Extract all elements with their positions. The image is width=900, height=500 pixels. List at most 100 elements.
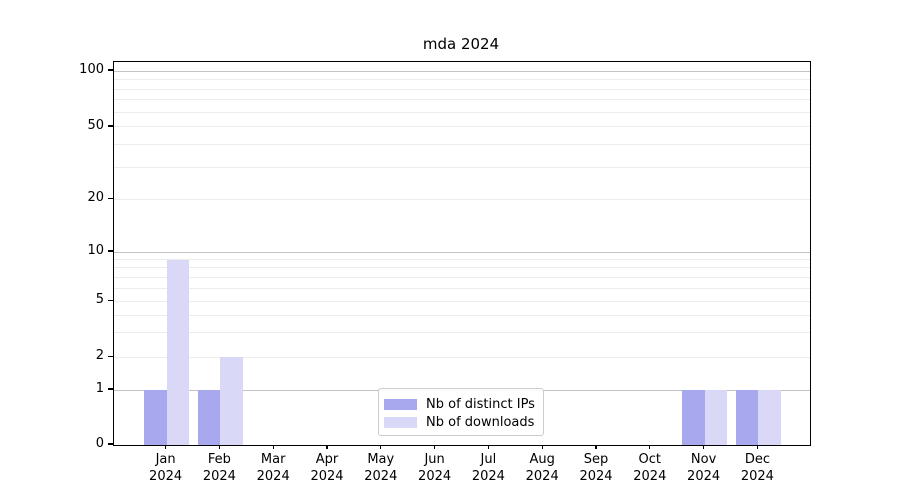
x-tick — [756, 445, 758, 449]
y-tick — [108, 299, 113, 302]
x-tick-year: 2024 — [579, 469, 613, 484]
bar-downloads-jan — [166, 259, 190, 445]
x-tick-month: Jul — [480, 452, 497, 467]
x-tick-label: May 2024 — [351, 451, 411, 485]
x-tick-month: Jun — [424, 452, 445, 467]
minor-gridline — [114, 259, 810, 261]
x-tick-month: Feb — [207, 452, 231, 467]
minor-gridline — [114, 332, 810, 334]
x-tick — [326, 445, 328, 449]
y-tick — [108, 197, 113, 200]
x-tick-label: Dec 2024 — [727, 451, 787, 485]
legend: Nb of distinct IPs Nb of downloads — [378, 388, 544, 436]
minor-gridline — [114, 144, 810, 146]
bar-downloads-feb — [220, 357, 243, 445]
x-tick — [595, 445, 597, 449]
x-tick-month: Apr — [315, 452, 339, 467]
x-tick — [272, 445, 274, 449]
legend-item-downloads: Nb of downloads — [384, 413, 535, 431]
bar-downloads-dec — [758, 390, 781, 445]
x-tick-year: 2024 — [525, 469, 559, 484]
y-tick — [108, 443, 113, 445]
y-tick — [108, 250, 113, 252]
x-tick-label: Apr 2024 — [297, 451, 357, 485]
x-tick-year: 2024 — [310, 469, 344, 484]
x-tick-label: Sep 2024 — [566, 451, 626, 485]
x-tick — [541, 445, 543, 449]
y-tick-label: 50 — [87, 117, 104, 133]
y-tick-label: 20 — [87, 190, 104, 206]
plot-area — [113, 61, 811, 446]
x-tick-year: 2024 — [687, 469, 721, 484]
x-tick-month: Sep — [583, 452, 609, 467]
bar-distinct-ips-nov — [682, 390, 705, 445]
x-tick-month: Jan — [155, 452, 176, 467]
y-tick — [108, 355, 113, 358]
minor-gridline — [114, 126, 810, 128]
minor-gridline — [114, 356, 810, 358]
x-tick-label: Oct 2024 — [620, 451, 680, 485]
x-tick — [703, 445, 705, 449]
x-tick-year: 2024 — [202, 469, 236, 484]
x-tick-year: 2024 — [418, 469, 452, 484]
x-tick-year: 2024 — [364, 469, 398, 484]
chart-title: mda 2024 — [422, 35, 500, 53]
x-tick-month: Mar — [260, 452, 286, 467]
minor-gridline — [114, 300, 810, 302]
major-gridline — [114, 70, 810, 72]
y-tick — [108, 69, 113, 71]
minor-gridline — [114, 276, 810, 278]
legend-item-distinct-ips: Nb of distinct IPs — [384, 395, 535, 413]
y-tick-label: 5 — [95, 292, 104, 308]
y-tick — [108, 388, 113, 390]
x-tick-label: Jul 2024 — [458, 451, 518, 485]
bar-distinct-ips-jan — [144, 390, 167, 445]
bar-distinct-ips-dec — [735, 390, 759, 445]
x-tick-label: Nov 2024 — [674, 451, 734, 485]
x-tick-label: Feb 2024 — [189, 451, 249, 485]
x-tick-label: Jun 2024 — [405, 451, 465, 485]
x-tick-month: Aug — [529, 452, 555, 467]
x-tick — [434, 445, 436, 449]
x-tick-year: 2024 — [471, 469, 505, 484]
x-tick-month: May — [367, 452, 395, 467]
minor-gridline — [114, 198, 810, 200]
x-tick — [165, 445, 167, 449]
major-gridline — [114, 251, 810, 253]
y-tick-label: 1 — [95, 381, 104, 396]
legend-swatch-downloads — [384, 416, 417, 428]
minor-gridline — [114, 88, 810, 90]
x-tick — [380, 445, 382, 449]
x-tick-label: Jan 2024 — [136, 451, 196, 485]
x-tick-month: Dec — [744, 452, 770, 467]
bar-distinct-ips-feb — [197, 390, 221, 445]
legend-label-distinct-ips: Nb of distinct IPs — [426, 396, 535, 412]
x-tick — [218, 445, 220, 449]
minor-gridline — [114, 287, 810, 289]
minor-gridline — [114, 79, 810, 80]
x-tick-month: Oct — [638, 452, 662, 467]
x-tick-label: Mar 2024 — [243, 451, 303, 485]
y-tick — [108, 125, 113, 127]
minor-gridline — [114, 267, 810, 269]
minor-gridline — [114, 111, 810, 113]
x-tick — [649, 445, 651, 449]
minor-gridline — [114, 314, 810, 316]
y-tick-label: 2 — [95, 348, 104, 364]
bar-downloads-nov — [704, 390, 728, 445]
x-tick-month: Nov — [690, 452, 717, 467]
minor-gridline — [114, 166, 810, 168]
minor-gridline — [114, 99, 810, 101]
x-tick-label: Aug 2024 — [512, 451, 572, 485]
x-tick — [487, 445, 489, 449]
x-tick-year: 2024 — [633, 469, 667, 484]
x-tick-year: 2024 — [149, 469, 183, 484]
y-tick-label: 100 — [79, 62, 104, 77]
legend-label-downloads: Nb of downloads — [426, 414, 535, 430]
legend-swatch-distinct-ips — [384, 398, 417, 410]
y-tick-label: 0 — [95, 436, 104, 451]
x-tick-year: 2024 — [740, 469, 774, 484]
x-tick-year: 2024 — [256, 469, 290, 484]
y-tick-label: 10 — [87, 243, 104, 258]
